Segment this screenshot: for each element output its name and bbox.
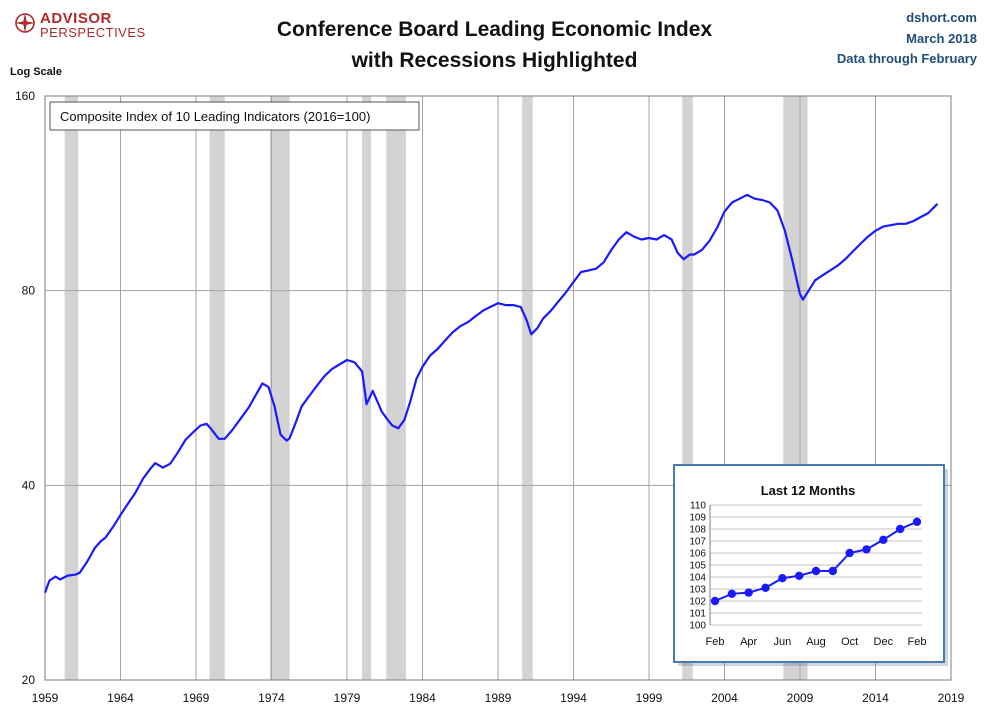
inset-x-tick-label: Feb xyxy=(706,636,725,648)
inset-y-tick-label: 108 xyxy=(689,525,706,536)
log-scale-label: Log Scale xyxy=(10,66,62,78)
recession-band xyxy=(522,96,533,680)
logo-word-perspectives: PERSPECTIVES xyxy=(40,25,146,40)
x-tick-label: 1989 xyxy=(485,691,512,705)
x-tick-label: 2019 xyxy=(938,691,965,705)
inset-data-point xyxy=(828,566,838,576)
recession-band xyxy=(362,96,372,680)
inset-y-tick-label: 104 xyxy=(689,573,706,584)
x-tick-label: 1964 xyxy=(107,691,134,705)
inset-data-point xyxy=(895,524,905,534)
inset-y-tick-label: 100 xyxy=(689,621,706,632)
inset-y-tick-label: 103 xyxy=(689,585,706,596)
inset-y-tick-label: 109 xyxy=(689,513,706,524)
x-tick-label: 1969 xyxy=(183,691,210,705)
logo-word-advisor: ADVISOR xyxy=(40,10,112,27)
inset-data-point xyxy=(727,589,737,598)
inset-data-point xyxy=(761,583,770,592)
source-label: dshort.com xyxy=(906,10,977,25)
inset-x-tick-label: Apr xyxy=(740,636,757,648)
y-tick-label: 20 xyxy=(22,673,36,687)
inset-y-tick-label: 105 xyxy=(689,561,706,572)
x-tick-label: 2009 xyxy=(787,691,814,705)
x-tick-label: 2004 xyxy=(711,691,738,705)
inset-y-tick-label: 107 xyxy=(689,537,706,548)
data-through-note: Data through February xyxy=(836,51,977,66)
x-tick-label: 1994 xyxy=(560,691,587,705)
inset-data-point xyxy=(845,548,854,558)
inset-x-tick-label: Dec xyxy=(874,636,894,648)
chart-title-line1: Conference Board Leading Economic Index xyxy=(276,18,713,41)
inset-data-point xyxy=(744,588,753,597)
inset-y-tick-label: 101 xyxy=(689,609,706,620)
recession-band xyxy=(209,96,225,680)
legend-label: Composite Index of 10 Leading Indicators… xyxy=(60,109,370,124)
advisor-perspectives-logo: ADVISOR PERSPECTIVES xyxy=(14,10,164,44)
plot-border xyxy=(44,95,952,681)
chart-title-line2: with Recessions Highlighted xyxy=(351,49,638,72)
x-tick-label: 1959 xyxy=(32,691,59,705)
inset-x-tick-label: Oct xyxy=(841,636,858,648)
inset-data-point xyxy=(879,535,888,544)
recession-band xyxy=(64,96,79,680)
x-tick-label: 2014 xyxy=(862,691,889,705)
publish-date: March 2018 xyxy=(906,31,977,46)
inset-data-point xyxy=(862,545,871,554)
inset-data-point xyxy=(912,517,922,526)
inset-data-point xyxy=(794,571,804,580)
inset-data-point xyxy=(778,574,787,583)
inset-x-tick-label: Feb xyxy=(908,636,927,648)
inset-x-tick-label: Jun xyxy=(773,636,791,648)
inset-y-tick-label: 110 xyxy=(690,501,706,512)
compass-logo-icon xyxy=(15,13,35,33)
inset-panel xyxy=(673,464,945,663)
inset-y-tick-label: 102 xyxy=(689,597,706,608)
recession-band xyxy=(386,96,406,680)
inset-data-point xyxy=(710,596,720,606)
inset-title: Last 12 Months xyxy=(761,483,856,498)
recession-band xyxy=(269,96,290,680)
inset-data-point xyxy=(811,566,821,576)
inset-y-tick-label: 106 xyxy=(689,549,706,560)
legend-box xyxy=(49,101,420,131)
y-tick-label: 40 xyxy=(22,478,36,492)
x-tick-label: 1999 xyxy=(636,691,663,705)
y-tick-label: 160 xyxy=(15,89,35,103)
y-tick-label: 80 xyxy=(22,284,36,298)
inset-x-tick-label: Aug xyxy=(806,636,826,648)
recession-band xyxy=(682,96,693,680)
x-tick-label: 1979 xyxy=(334,691,361,705)
x-tick-label: 1984 xyxy=(409,691,436,705)
x-tick-label: 1974 xyxy=(258,691,285,705)
lei-series-line xyxy=(43,193,939,593)
